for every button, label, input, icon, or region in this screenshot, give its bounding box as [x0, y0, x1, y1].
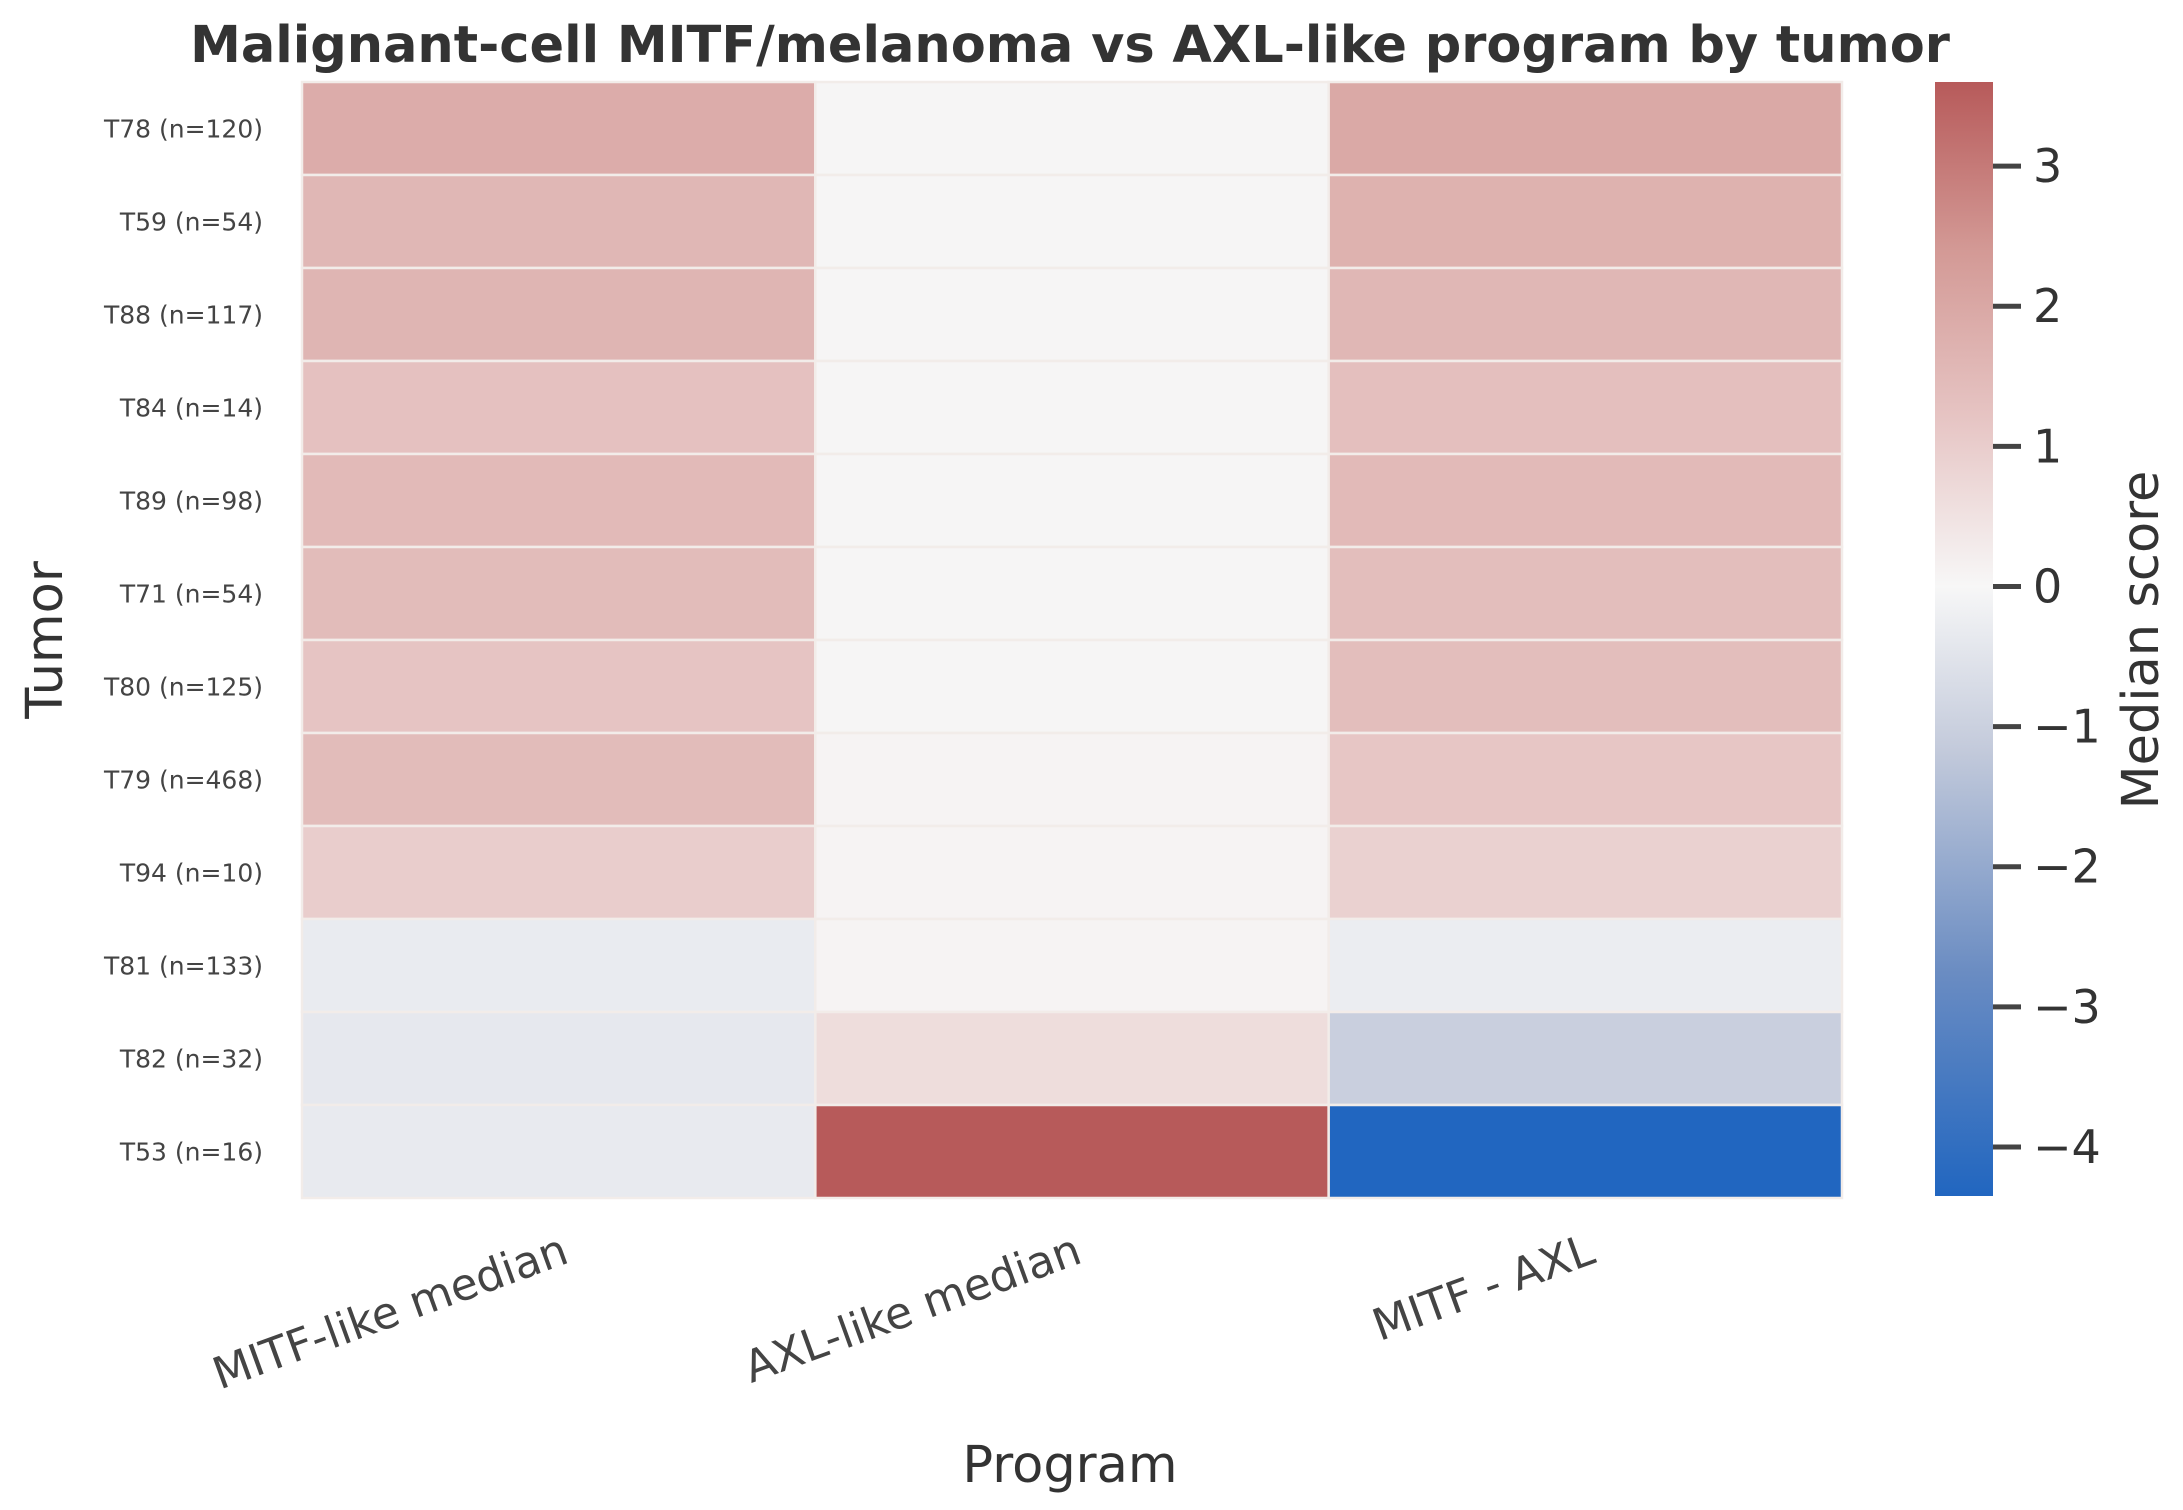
heatmap-cell	[814, 731, 1330, 828]
colorbar	[1935, 82, 1993, 1196]
heatmap-cell	[300, 173, 817, 270]
y-tick-label: T89 (n=98)	[119, 487, 263, 516]
y-tick-labels: T78 (n=120) T59 (n=54) T88 (n=117) T84 (n=1…	[103, 115, 263, 1167]
heatmap-cell	[1327, 80, 1844, 177]
heatmap-cell	[814, 1010, 1330, 1107]
colorbar-tick-label: 0	[2033, 559, 2062, 613]
heatmap-cell	[1327, 638, 1844, 735]
colorbar-tick-label: −1	[2033, 700, 2101, 754]
heatmap-cell	[1327, 452, 1844, 549]
heatmap-cell	[300, 545, 817, 642]
heatmap-cell	[814, 1103, 1330, 1200]
heatmap-cell	[814, 545, 1330, 642]
colorbar-tick-label: −3	[2033, 980, 2101, 1034]
colorbar-ticks: 3 2 1 0 −1 −2 −3 −4	[1993, 139, 2101, 1174]
y-tick-label: T78 (n=120)	[103, 115, 263, 144]
y-tick-label: T84 (n=14)	[119, 394, 263, 423]
heatmap-cell	[814, 452, 1330, 549]
colorbar-tick-label: 2	[2033, 279, 2062, 333]
y-tick-label: T94 (n=10)	[119, 859, 263, 888]
x-tick-label: AXL-like median	[737, 1224, 1087, 1393]
heatmap-cell	[814, 173, 1330, 270]
heatmap-cell	[1327, 1010, 1844, 1107]
heatmap-cell	[1327, 545, 1844, 642]
heatmap-cell	[300, 917, 817, 1014]
y-tick-label: T79 (n=468)	[103, 766, 263, 795]
heatmap-cell	[300, 359, 817, 456]
y-tick-label: T82 (n=32)	[119, 1045, 263, 1074]
heatmap-cell	[814, 80, 1330, 177]
heatmap-cell	[300, 452, 817, 549]
colorbar-tick-label: −4	[2033, 1120, 2101, 1174]
heatmap-cell	[1327, 917, 1844, 1014]
heatmap-cell	[1327, 266, 1844, 363]
heatmap-cell	[814, 824, 1330, 921]
colorbar-tick-label: 1	[2033, 419, 2062, 473]
y-tick-label: T53 (n=16)	[119, 1138, 263, 1167]
heatmap-cell	[300, 731, 817, 828]
y-tick-label: T88 (n=117)	[103, 301, 263, 330]
heatmap-cell	[814, 917, 1330, 1014]
heatmap-cells	[300, 80, 1844, 1200]
colorbar-tick-label: −2	[2033, 840, 2101, 894]
heatmap-cell	[814, 266, 1330, 363]
x-tick-labels: MITF-like median AXL-like median MITF - AX…	[206, 1224, 1601, 1400]
y-tick-label: T71 (n=54)	[119, 580, 263, 609]
heatmap-cell	[1327, 731, 1844, 828]
heatmap-cell	[300, 80, 817, 177]
y-tick-label: T59 (n=54)	[119, 208, 263, 237]
heatmap-cell	[1327, 824, 1844, 921]
heatmap-cell	[1327, 1103, 1844, 1200]
heatmap-cell	[300, 638, 817, 735]
colorbar-tick-label: 3	[2033, 139, 2062, 193]
x-tick-label: MITF - AXL	[1366, 1224, 1602, 1351]
heatmap-cell	[814, 638, 1330, 735]
colorbar-label: Median score	[2112, 471, 2171, 810]
heatmap-cell	[1327, 359, 1844, 456]
chart-title: Malignant-cell MITF/melanoma vs AXL-like…	[190, 16, 1950, 75]
y-tick-label: T81 (n=133)	[103, 952, 263, 981]
y-tick-label: T80 (n=125)	[103, 673, 263, 702]
x-tick-label: MITF-like median	[206, 1224, 574, 1400]
y-axis-label: Tumor	[16, 561, 75, 720]
heatmap-cell	[814, 359, 1330, 456]
heatmap-cell	[300, 824, 817, 921]
heatmap-cell	[300, 1010, 817, 1107]
heatmap-cell	[300, 1103, 817, 1200]
heatmap-cell	[1327, 173, 1844, 270]
heatmap-cell	[300, 266, 817, 363]
x-axis-label: Program	[962, 1436, 1177, 1495]
